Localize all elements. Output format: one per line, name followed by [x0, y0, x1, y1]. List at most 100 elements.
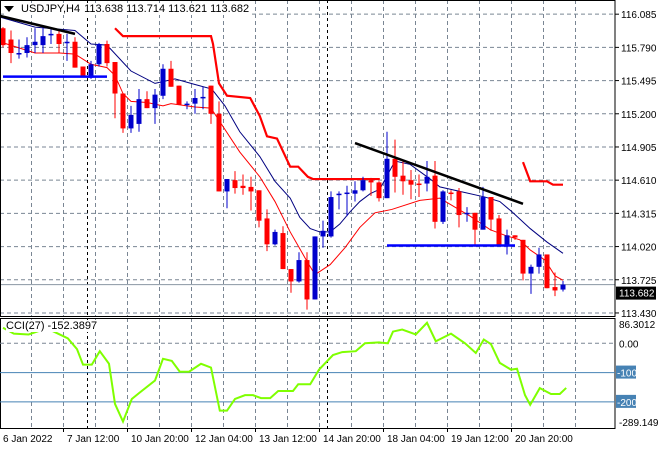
candle-bearish	[520, 239, 526, 274]
candle-bullish	[88, 64, 94, 78]
candle-bullish	[384, 158, 390, 199]
candle-bearish	[216, 113, 222, 192]
time-axis-label: 6 Jan 2022	[3, 434, 53, 445]
candle-bearish	[456, 191, 462, 216]
moving-average-slow	[0, 16, 564, 254]
current-price-label-box	[616, 286, 656, 300]
candle-bearish	[288, 269, 294, 282]
current-price-label: 113.682	[619, 289, 655, 300]
candle-bearish	[0, 28, 6, 46]
price-axis-label: 115.790	[621, 43, 657, 54]
candle-bullish	[424, 176, 430, 184]
candle-bearish	[112, 62, 118, 94]
cci-level-label: -200	[617, 398, 637, 409]
candle-bearish	[408, 180, 414, 185]
candle-bullish	[224, 179, 230, 192]
trend-line	[0, 14, 76, 36]
candle-bullish	[192, 98, 198, 104]
candle-bearish	[144, 99, 150, 109]
candle-bearish	[432, 175, 438, 222]
time-axis-label: 18 Jan 04:00	[387, 434, 445, 445]
candle-bullish	[344, 192, 350, 195]
main-pane-border	[0, 0, 616, 317]
candle-bearish	[176, 85, 182, 105]
candle-bullish	[272, 231, 278, 245]
candle-bearish	[472, 212, 478, 230]
candle-bullish	[336, 193, 342, 196]
dropdown-triangle-icon[interactable]	[4, 6, 14, 12]
candle-bearish	[496, 218, 502, 246]
candle-bullish	[96, 44, 102, 65]
cci-label: CCI(27) -152.3897	[6, 320, 98, 332]
candle-bullish	[536, 254, 542, 267]
candle-bearish	[512, 235, 518, 238]
candle-bearish	[376, 182, 382, 199]
price-axis-label: 114.610	[621, 176, 657, 187]
candle-bearish	[448, 192, 454, 195]
price-axis-label: 113.430	[621, 309, 657, 320]
price-axis-label: 113.725	[621, 276, 657, 287]
candle-bullish	[152, 94, 158, 109]
candle-bearish	[488, 197, 494, 220]
candle-bullish	[464, 212, 470, 215]
candle-bullish	[40, 36, 46, 46]
cci-level-badge	[616, 394, 636, 408]
time-axis-label: 13 Jan 12:00	[259, 434, 317, 445]
cci-axis-zero: 0.00	[619, 339, 639, 350]
candle-bearish	[104, 44, 110, 64]
candle-bullish	[48, 33, 54, 36]
candle-bearish	[264, 218, 270, 245]
price-axis-label: 114.905	[621, 143, 657, 154]
candle-bullish	[312, 236, 318, 300]
time-axis-label: 19 Jan 12:00	[451, 434, 509, 445]
candle-bearish	[72, 41, 78, 68]
candle-bullish	[528, 266, 534, 274]
time-axis-label: 10 Jan 20:00	[131, 434, 189, 445]
candle-bearish	[280, 233, 286, 270]
candle-bearish	[208, 85, 214, 114]
candle-bullish	[184, 103, 190, 106]
candle-bullish	[136, 99, 142, 124]
candle-bearish	[56, 33, 62, 45]
candle-bullish	[560, 284, 566, 290]
candle-bullish	[320, 230, 326, 237]
candle-bullish	[200, 96, 206, 99]
price-axis-label: 114.315	[621, 209, 657, 220]
time-axis-label: 7 Jan 12:00	[67, 434, 120, 445]
cci-axis-max: 86.3012	[619, 320, 656, 331]
candle-bearish	[8, 39, 14, 54]
candle-bullish	[160, 68, 166, 96]
cci-level-label: -100	[617, 369, 637, 380]
price-axis-label: 116.085	[621, 10, 657, 21]
candle-bullish	[32, 41, 38, 46]
candle-bearish	[392, 158, 398, 177]
price-axis-label: 115.495	[621, 77, 657, 88]
candle-bearish	[256, 190, 262, 221]
chart-header: USDJPY,H4 113.638 113.714 113.621 113.68…	[4, 3, 250, 15]
candle-bearish	[368, 180, 374, 183]
candle-bearish	[552, 287, 558, 291]
candle-bearish	[168, 68, 174, 87]
cci-axis-min: -289.149	[619, 418, 659, 429]
candle-bullish	[440, 191, 446, 222]
time-axis-label: 20 Jan 20:00	[515, 434, 573, 445]
cci-level-badge	[616, 365, 636, 379]
candle-bullish	[480, 197, 486, 230]
trailing-stop-line	[521, 161, 563, 186]
cci-pane-border	[0, 318, 616, 429]
candle-bullish	[64, 41, 70, 44]
candle-bearish	[80, 66, 86, 76]
candle-bearish	[120, 93, 126, 129]
trend-line	[354, 141, 524, 205]
candle-bearish	[544, 254, 550, 289]
price-axis-label: 114.020	[621, 243, 657, 254]
candle-bearish	[232, 180, 238, 189]
candle-bullish	[360, 180, 366, 191]
candle-bullish	[504, 235, 510, 246]
symbol-timeframe: USDJPY,H4	[21, 3, 81, 15]
candle-bearish	[400, 175, 406, 182]
cci-line	[2, 321, 567, 425]
candle-bullish	[24, 45, 30, 54]
